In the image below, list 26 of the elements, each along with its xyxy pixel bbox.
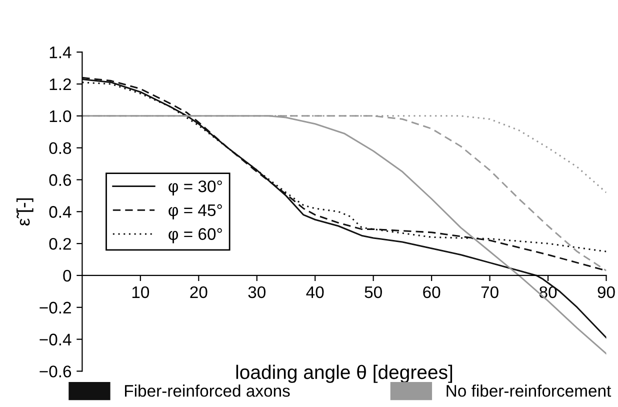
y-tick-label: 0.2 — [49, 238, 71, 250]
legend-label: φ = 30° — [168, 180, 222, 196]
y-tick-label: −0.4 — [40, 334, 72, 346]
y-tick-label: 1.0 — [50, 110, 72, 122]
y-tick-label: 0.6 — [49, 174, 72, 186]
y-tick-label: 1.4 — [50, 46, 72, 58]
text: Fiber-reinforced axons — [125, 384, 290, 397]
x-axis-title: loading angle θ [degrees] — [236, 364, 452, 383]
x-tick-label: 20 — [190, 286, 208, 298]
text: No fiber-reinforcement — [446, 384, 612, 397]
y-tick-label: 0 — [63, 270, 72, 282]
y-axis-title: ε̃ [-] — [16, 198, 34, 226]
y-tick-label: 0.8 — [49, 142, 72, 154]
x-tick-label: 10 — [132, 286, 150, 298]
x-tick-label: 60 — [423, 286, 440, 298]
y-tick-label: 1.2 — [50, 78, 71, 90]
x-tick-label: 70 — [481, 286, 498, 298]
x-tick-label: 30 — [248, 286, 266, 298]
legend-label: φ = 45° — [168, 204, 222, 220]
y-tick-label: 0.4 — [49, 206, 72, 218]
y-tick-label: −0.6 — [40, 366, 72, 378]
legend-label: φ = 60° — [168, 228, 222, 244]
x-tick-label: 40 — [306, 286, 324, 298]
y-tick-label: −0.2 — [40, 302, 71, 314]
x-tick-label: 90 — [598, 286, 615, 298]
x-tick-label: 50 — [364, 286, 382, 298]
